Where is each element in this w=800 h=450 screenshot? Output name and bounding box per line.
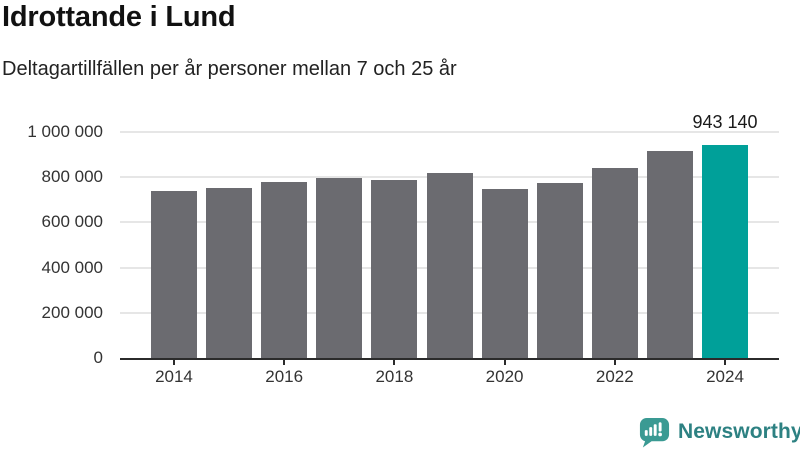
bar-2014 xyxy=(150,190,197,358)
x-tick-label-2024: 2024 xyxy=(706,367,744,386)
x-tick-label-2020: 2020 xyxy=(485,367,524,386)
x-tick-2016 xyxy=(283,359,286,365)
bar-2016 xyxy=(261,181,308,358)
x-tick-label-2014: 2014 xyxy=(155,367,193,386)
chart-title: Idrottande i Lund xyxy=(2,1,236,33)
plot-area xyxy=(120,131,779,360)
value-label: 943 140 xyxy=(692,111,758,132)
bar-2018 xyxy=(371,179,418,358)
y-tick-label-200000: 200 000 xyxy=(41,302,103,322)
newsworthy-logo: Newsworthy xyxy=(638,414,800,450)
x-tick-2024 xyxy=(724,359,726,365)
chart-subtitle: Deltagartillfällen per år personer mella… xyxy=(2,58,457,80)
y-tick-label-600000: 600 000 xyxy=(41,212,103,232)
newsworthy-icon xyxy=(639,417,670,448)
bar-2023 xyxy=(646,151,693,358)
x-tick-label-2018: 2018 xyxy=(375,367,414,386)
bar-2015 xyxy=(206,188,253,358)
x-tick-label-2022: 2022 xyxy=(595,367,634,386)
bar-2019 xyxy=(426,172,473,358)
bar-2017 xyxy=(316,177,363,358)
bar-2022 xyxy=(591,167,638,358)
x-axis-line xyxy=(120,358,779,360)
x-tick-2020 xyxy=(503,359,506,365)
x-tick-2018 xyxy=(393,359,396,365)
x-tick-label-2016: 2016 xyxy=(265,367,304,386)
y-tick-label-400000: 400 000 xyxy=(41,257,103,277)
gridline-1000000 xyxy=(120,131,779,133)
x-tick-2022 xyxy=(613,359,616,365)
bar-2024 xyxy=(702,144,748,358)
y-tick-label-0: 0 xyxy=(93,348,103,367)
y-tick-label-800000: 800 000 xyxy=(41,167,103,187)
bar-2021 xyxy=(536,183,583,358)
y-tick-label-1000000: 1 000 000 xyxy=(27,122,103,141)
newsworthy-logo-text: Newsworthy xyxy=(678,420,800,443)
bar-2020 xyxy=(481,188,528,358)
x-tick-2014 xyxy=(172,359,175,365)
